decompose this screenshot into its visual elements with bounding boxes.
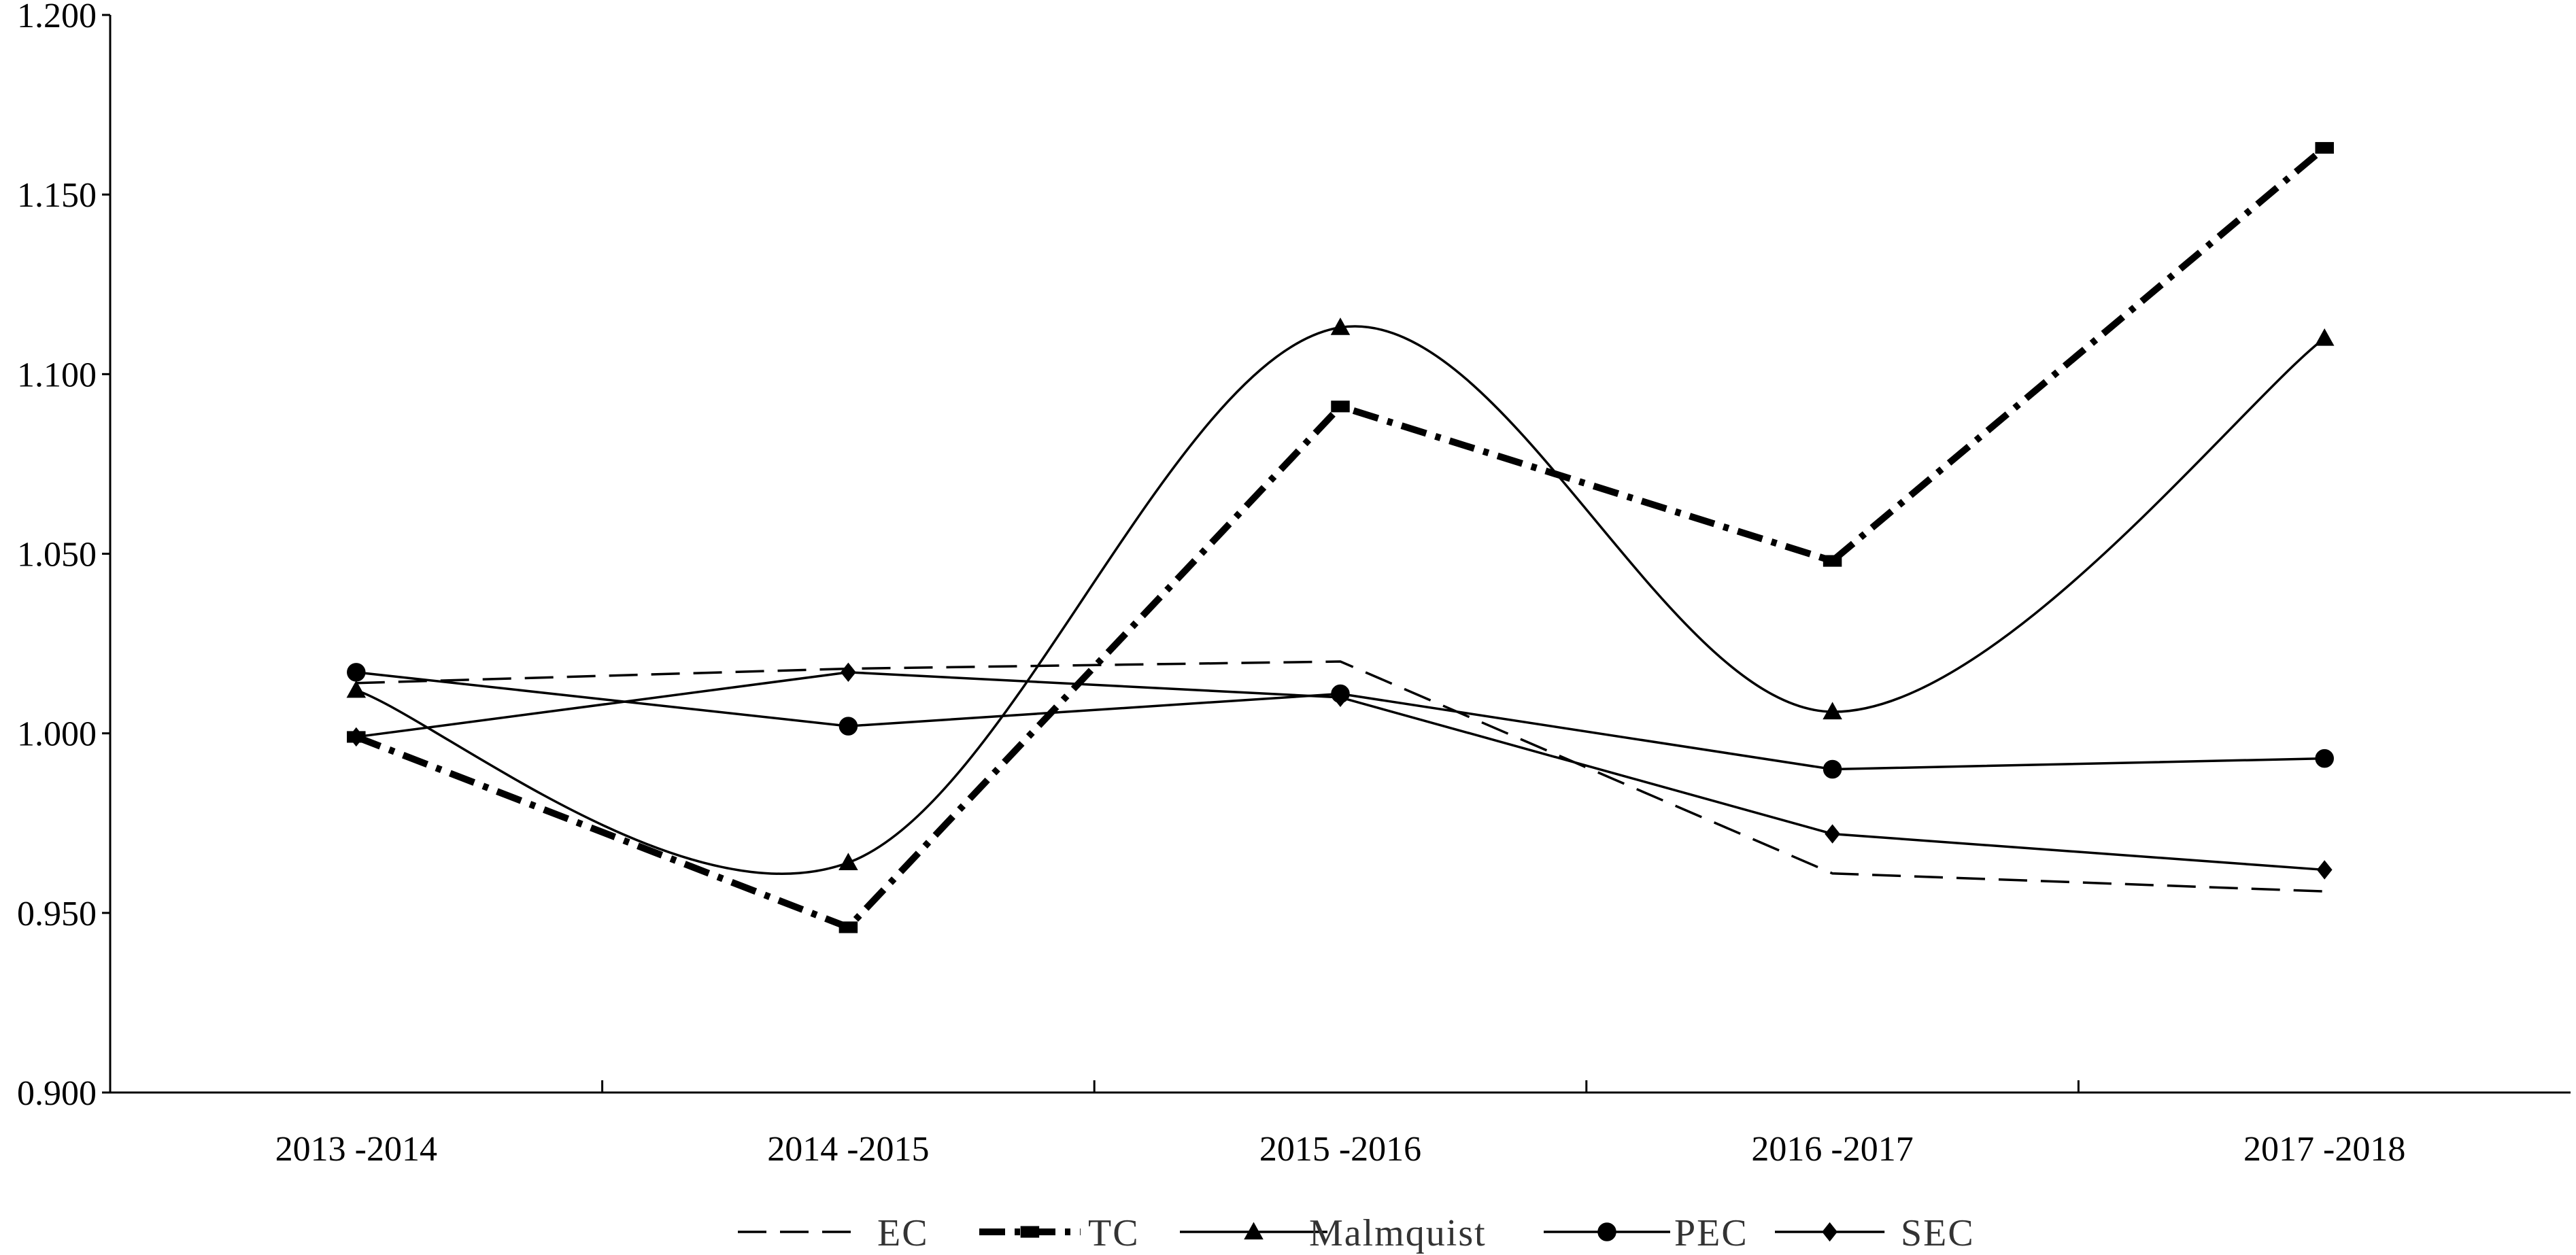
data-point [346,680,367,698]
data-point [348,727,365,747]
x-tick-label: 2013 -2014 [275,1130,437,1169]
data-point [1823,555,1842,567]
series-pec [347,663,2334,779]
legend-item-malmquist: Malmquist [1180,1212,1487,1254]
data-point [2316,860,2333,880]
data-point [347,663,366,682]
data-point [1331,400,1350,413]
y-tick-label: 1.050 [17,536,97,574]
y-tick-label: 1.000 [17,715,97,754]
data-point [838,921,858,933]
series-sec [348,662,2333,880]
y-tick-label: 1.100 [17,356,97,394]
data-point [838,853,858,871]
axes: 0.900 0.950 1.000 1.050 1.100 1.150 1.200 2013 … [17,0,2571,1169]
data-point [1825,824,1840,844]
series-ec [356,660,2325,893]
x-tick-label: 2014 -2015 [767,1130,929,1169]
y-tick-label: 0.900 [17,1074,97,1113]
legend-marker [1822,1222,1837,1242]
x-tick-label: 2015 -2016 [1259,1130,1421,1169]
data-point [1332,687,1349,708]
legend-label: EC [877,1212,929,1254]
data-point [2315,141,2334,154]
legend-marker [1020,1226,1040,1238]
series-line [356,660,2325,893]
data-point [2314,328,2335,346]
data-point [1823,759,1842,779]
x-tick-label: 2017 -2018 [2243,1130,2405,1169]
legend-label: Malmquist [1309,1212,1487,1254]
x-tick-label: 2016 -2017 [1751,1130,1913,1169]
data-point [1823,702,1842,720]
series-malmquist [346,317,2335,875]
series-line [354,145,2327,931]
data-point [1330,317,1351,335]
legend-label: PEC [1674,1212,1748,1254]
legend-item-ec: EC [738,1212,929,1254]
data-point [838,717,858,736]
y-tick-label: 1.150 [17,176,97,215]
legend: EC TC Malmquist PEC SEC [738,1212,1975,1254]
legend-marker [1597,1222,1616,1241]
legend-marker [1244,1222,1264,1240]
legend-item-sec: SEC [1775,1212,1975,1254]
y-tick-label: 1.200 [17,0,97,35]
data-point [2315,749,2334,768]
legend-label: SEC [1901,1212,1975,1254]
legend-item-pec: PEC [1544,1212,1748,1254]
legend-item-tc: TC [979,1212,1140,1254]
legend-label: TC [1088,1212,1140,1254]
data-point [841,662,856,683]
y-tick-label: 0.950 [17,895,97,933]
series-tc [347,141,2334,933]
series-group [346,141,2335,933]
